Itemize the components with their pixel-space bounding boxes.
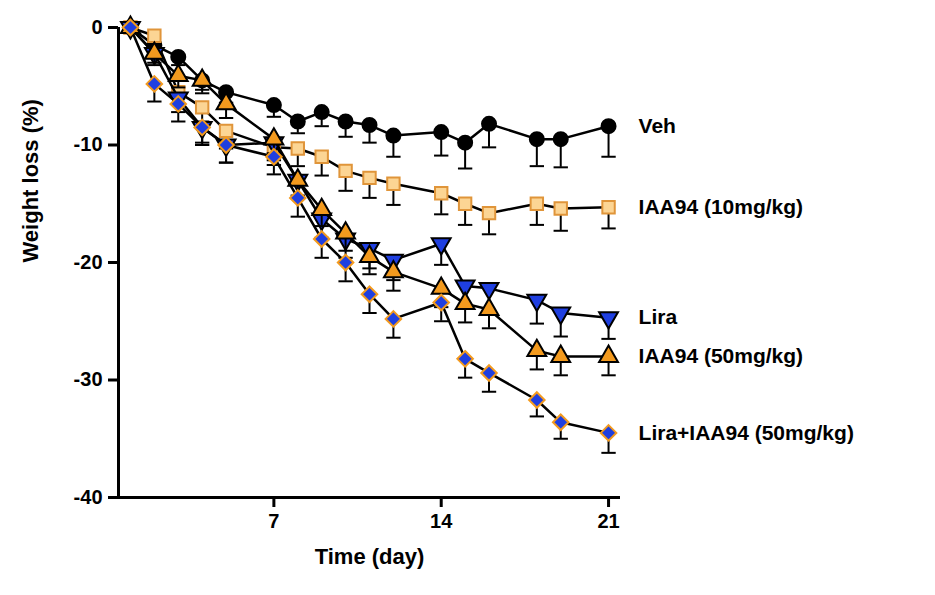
svg-text:7: 7 xyxy=(268,510,279,532)
svg-text:21: 21 xyxy=(597,510,619,532)
svg-text:-20: -20 xyxy=(74,251,103,273)
svg-text:IAA94 (10mg/kg): IAA94 (10mg/kg) xyxy=(639,195,804,218)
svg-text:-40: -40 xyxy=(74,486,103,508)
svg-text:-10: -10 xyxy=(74,133,103,155)
svg-text:Time (day): Time (day) xyxy=(315,544,425,569)
svg-text:Lira: Lira xyxy=(639,305,678,328)
svg-text:-30: -30 xyxy=(74,368,103,390)
svg-text:0: 0 xyxy=(91,16,102,38)
svg-text:14: 14 xyxy=(430,510,453,532)
svg-text:Lira+IAA94 (50mg/kg): Lira+IAA94 (50mg/kg) xyxy=(639,421,854,444)
svg-text:IAA94 (50mg/kg): IAA94 (50mg/kg) xyxy=(639,344,804,367)
svg-text:Weight loss (%): Weight loss (%) xyxy=(18,99,43,262)
svg-text:Veh: Veh xyxy=(639,114,676,137)
